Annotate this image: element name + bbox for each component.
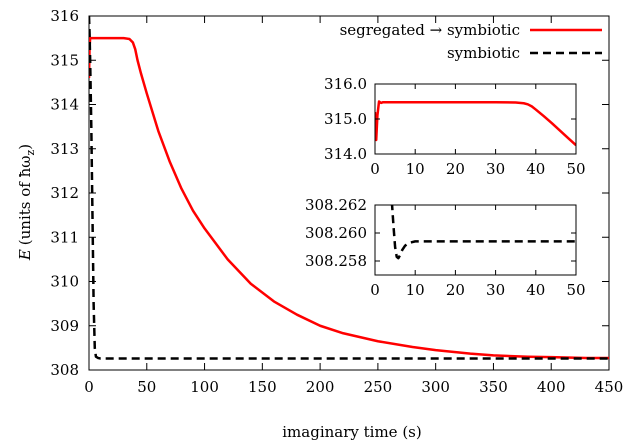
main-y-tick-label: 316 bbox=[50, 7, 79, 25]
x-axis-label: imaginary time (s) bbox=[282, 423, 421, 441]
inset-bottom-x-tick-label: 10 bbox=[406, 281, 425, 299]
main-y-tick-label: 315 bbox=[50, 51, 79, 69]
y-axis-label-sub: z bbox=[24, 149, 37, 155]
main-x-tick-label: 100 bbox=[190, 378, 219, 396]
inset-top-y-tick-label: 314.0 bbox=[324, 145, 367, 163]
inset-bottom-frame bbox=[374, 204, 577, 276]
main-y-tick-label: 310 bbox=[50, 273, 79, 291]
inset-bottom-y-tick-label: 308.258 bbox=[305, 252, 367, 270]
main-ticks: 0 50 100 150 200 250 300 350 400 4503083093103113… bbox=[50, 7, 623, 396]
inset-bottom-ticks: 0 10 20 30 40 50 308.258 308.260 308.262 bbox=[305, 196, 586, 299]
main-y-tick-label: 312 bbox=[50, 184, 79, 202]
main-y-tick-label: 308 bbox=[50, 361, 79, 379]
main-y-tick-label: 313 bbox=[50, 140, 79, 158]
inset-top-background bbox=[375, 84, 576, 154]
inset-top-x-tick-label: 30 bbox=[486, 160, 505, 178]
inset-top-y-tick-label: 315.0 bbox=[324, 110, 367, 128]
main-x-tick-label: 250 bbox=[364, 378, 393, 396]
main-x-tick-label: 400 bbox=[537, 378, 566, 396]
main-series-symbiotic-line bbox=[89, 16, 609, 360]
main-x-tick-label: 300 bbox=[421, 378, 450, 396]
main-x-tick-label: 0 bbox=[84, 378, 94, 396]
inset-top-x-tick-label: 50 bbox=[566, 160, 585, 178]
inset-bottom-y-tick-label: 308.260 bbox=[305, 224, 367, 242]
main-y-tick-label: 311 bbox=[50, 228, 79, 246]
inset-top-x-tick-label: 20 bbox=[446, 160, 465, 178]
inset-bottom-x-tick-label: 50 bbox=[566, 281, 585, 299]
legend-label-symbiotic: symbiotic bbox=[447, 44, 520, 62]
y-axis-label-symbol: E bbox=[16, 249, 34, 261]
inset-bottom-x-tick-label: 20 bbox=[446, 281, 465, 299]
main-x-tick-label: 200 bbox=[306, 378, 335, 396]
inset-bottom-background bbox=[375, 205, 576, 275]
inset-top-ticks: 0 10 20 30 40 50 314.0 315.0 316.0 bbox=[324, 75, 586, 178]
inset-top-x-tick-label: 10 bbox=[406, 160, 425, 178]
main-x-tick-label: 150 bbox=[248, 378, 277, 396]
inset-top-y-tick-label: 316.0 bbox=[324, 75, 367, 93]
inset-top-x-tick-label: 40 bbox=[526, 160, 545, 178]
main-series-segregated-line bbox=[89, 36, 609, 360]
main-y-tick-label: 309 bbox=[50, 317, 79, 335]
inset-bottom-x-tick-label: 0 bbox=[370, 281, 380, 299]
main-series bbox=[89, 16, 609, 360]
inset-bottom-x-tick-label: 30 bbox=[486, 281, 505, 299]
y-axis-label: E (units of ħωz) bbox=[16, 144, 37, 261]
y-axis-label-text: (units of ħω bbox=[16, 155, 34, 245]
inset-bottom-y-tick-label: 308.262 bbox=[305, 196, 367, 214]
main-y-tick-label: 314 bbox=[50, 96, 79, 114]
inset-top-x-tick-label: 0 bbox=[370, 160, 380, 178]
main-x-tick-label: 450 bbox=[595, 378, 624, 396]
main-x-tick-label: 50 bbox=[137, 378, 156, 396]
y-axis-label-close: ) bbox=[16, 144, 34, 150]
inset-top-series bbox=[375, 100, 576, 147]
inset-top-series-segregated-line bbox=[375, 100, 576, 147]
inset-bottom-x-tick-label: 40 bbox=[526, 281, 545, 299]
legend: segregated → symbiotic symbiotic bbox=[340, 21, 602, 62]
main-x-tick-label: 350 bbox=[479, 378, 508, 396]
main-plot-frame bbox=[88, 15, 610, 371]
legend-label-segregated: segregated → symbiotic bbox=[340, 21, 520, 39]
